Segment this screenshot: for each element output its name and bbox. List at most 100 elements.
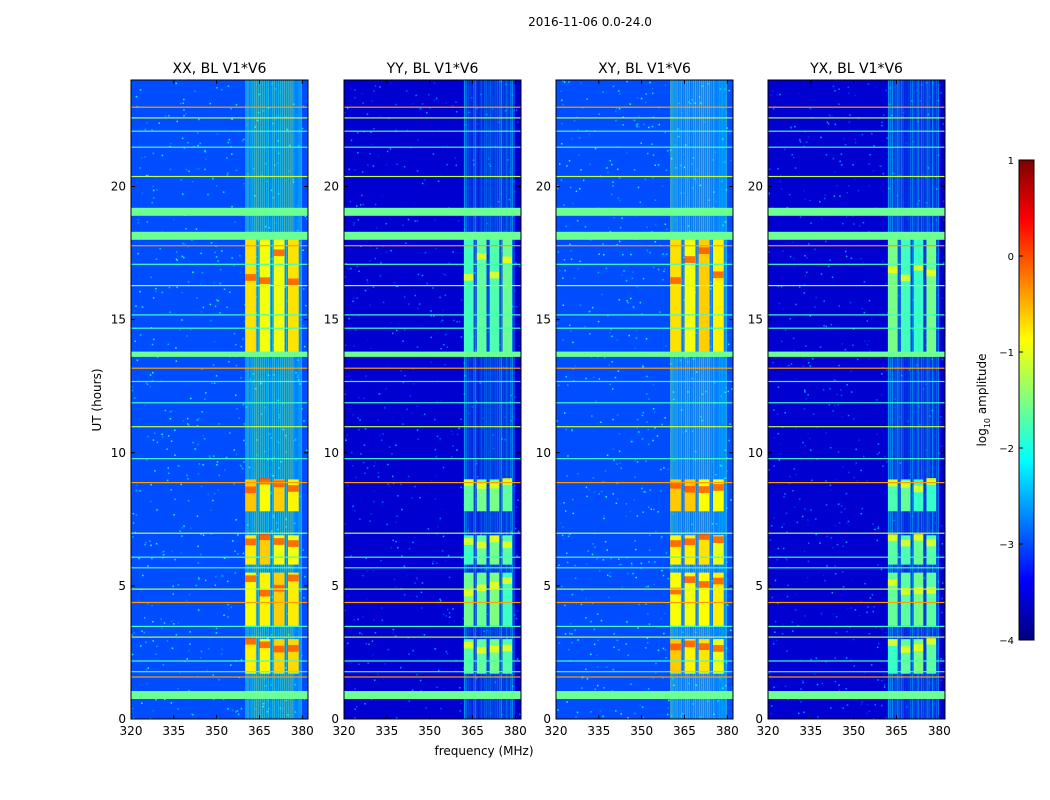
noise-cell [940, 658, 942, 660]
noise-cell [366, 141, 369, 143]
noise-cell [806, 640, 809, 643]
noise-cell [515, 305, 518, 308]
noise-cell [633, 119, 636, 122]
noise-cell [174, 558, 176, 561]
noise-cell [155, 698, 157, 701]
noise-cell [138, 601, 140, 603]
noise-cell [845, 492, 848, 495]
rfi-block [698, 639, 710, 674]
y-tick-label: 0 [118, 712, 126, 726]
noise-cell [202, 534, 205, 536]
noise-cell [439, 598, 441, 600]
noise-cell [197, 609, 200, 611]
noise-cell [572, 512, 575, 515]
noise-cell [186, 474, 188, 477]
noise-cell [426, 111, 428, 114]
noise-cell [188, 170, 190, 173]
noise-cell [882, 260, 884, 263]
noise-cell [793, 349, 795, 351]
flagged-line [768, 482, 945, 484]
noise-cell [776, 413, 779, 415]
noise-cell [866, 320, 869, 322]
noise-cell [791, 154, 793, 156]
noise-cell [856, 479, 859, 482]
noise-cell [156, 509, 158, 511]
noise-cell [133, 632, 135, 634]
noise-cell [416, 170, 419, 172]
noise-cell [567, 455, 569, 457]
noise-cell [638, 431, 640, 433]
noise-cell [436, 562, 438, 564]
x-tick-label: 350 [418, 724, 441, 738]
noise-cell [161, 433, 163, 436]
noise-cell [683, 299, 685, 301]
noise-cell [488, 163, 491, 165]
flagged-line [344, 532, 521, 534]
rfi-core [900, 274, 911, 282]
noise-cell [821, 611, 823, 614]
noise-cell [203, 438, 206, 440]
noise-cell [415, 94, 417, 97]
colorbar-label-sub: 10 [983, 418, 992, 428]
noise-cell [860, 346, 863, 349]
rfi-core [900, 539, 911, 547]
rfi-core [926, 539, 936, 547]
rfi-streak [893, 80, 895, 719]
rfi-core [698, 486, 710, 493]
noise-cell [793, 157, 795, 159]
noise-cell [878, 451, 880, 454]
noise-cell [628, 334, 630, 337]
noise-cell [268, 433, 271, 435]
noise-cell [412, 383, 415, 385]
noise-cell [576, 220, 579, 222]
noise-cell [381, 607, 383, 609]
rfi-streak [902, 80, 905, 719]
noise-cell [665, 253, 668, 255]
noise-cell [806, 271, 808, 274]
panel-title: XX, BL V1*V6 [173, 61, 267, 77]
noise-cell [232, 540, 234, 542]
noise-cell [617, 370, 620, 372]
flagged-line [768, 175, 945, 178]
noise-cell [196, 132, 199, 134]
noise-cell [658, 123, 660, 126]
rfi-streak [495, 80, 497, 719]
noise-cell [662, 278, 664, 281]
flagged-line [344, 402, 521, 404]
noise-cell [381, 501, 384, 503]
noise-cell [170, 410, 173, 413]
noise-cell [815, 657, 817, 659]
noise-cell [807, 362, 810, 364]
noise-cell [811, 553, 814, 555]
noise-cell [585, 377, 587, 380]
noise-cell [373, 500, 375, 503]
noise-cell [647, 585, 649, 588]
noise-cell [240, 659, 243, 661]
noise-cell [716, 467, 718, 469]
noise-cell [799, 284, 801, 286]
noise-cell [781, 633, 784, 635]
noise-cell [561, 122, 563, 125]
noise-cell [517, 530, 520, 533]
noise-cell [848, 524, 850, 526]
rfi-streak [498, 80, 501, 719]
rfi-block [670, 535, 681, 565]
noise-cell [556, 322, 559, 324]
noise-cell [728, 439, 730, 442]
noise-cell [850, 370, 852, 373]
rfi-streak [926, 80, 928, 719]
noise-cell [832, 85, 835, 88]
flagged-line [556, 426, 733, 428]
x-tick-label: 365 [461, 724, 484, 738]
noise-cell [635, 330, 638, 332]
noise-cell [146, 383, 149, 386]
noise-cell [354, 249, 356, 252]
noise-cell [580, 82, 582, 84]
rfi-streak [487, 80, 490, 719]
flagged-line [768, 426, 945, 428]
flagged-line [131, 106, 308, 108]
noise-cell [868, 710, 870, 713]
noise-cell [372, 654, 374, 656]
noise-cell [379, 274, 382, 277]
rfi-block [684, 572, 696, 626]
